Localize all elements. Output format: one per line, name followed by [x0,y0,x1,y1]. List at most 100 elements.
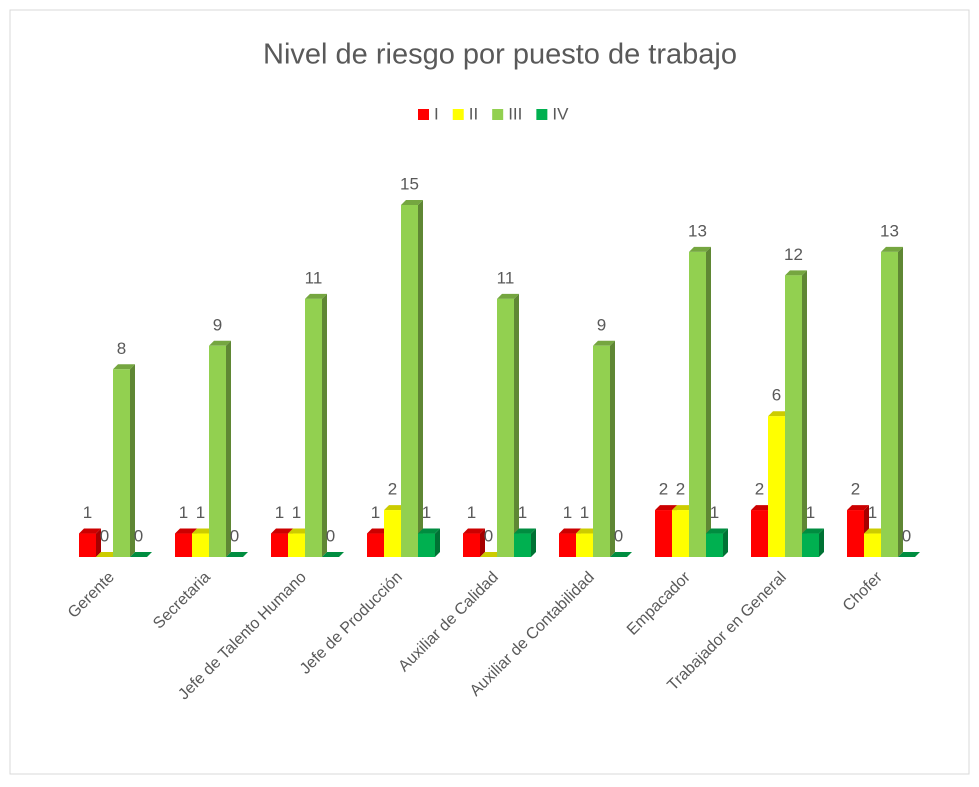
bar-side [610,340,615,557]
bar [576,533,593,557]
data-label: 1 [467,503,476,522]
bar-top [367,528,389,534]
bar-top [847,505,869,511]
bar-top [559,528,581,534]
data-label: 1 [580,503,589,522]
bar [288,533,305,557]
bar-side [418,200,423,557]
bar-top [497,293,519,299]
data-label: 2 [388,480,397,499]
bar [593,345,610,557]
data-label: 0 [134,526,143,545]
bar-top [576,528,598,534]
data-label: 15 [400,174,419,193]
bar-side [322,293,327,557]
bar-top [802,528,824,534]
data-label: 11 [497,268,515,287]
bar [113,369,130,557]
bar-top [322,552,344,557]
data-label: 1 [563,503,572,522]
data-label: 6 [772,386,781,405]
bar-side [802,270,807,557]
bar-top [751,505,773,511]
bar-top [288,528,310,534]
bar-top [384,505,406,511]
data-label: 2 [851,480,860,499]
legend-swatch [418,109,429,120]
bar [514,533,531,557]
data-label: 8 [117,339,126,358]
bar [175,533,192,557]
legend-swatch [492,109,504,120]
data-label: 9 [213,315,222,334]
data-label: 1 [179,503,188,522]
data-label: 12 [784,245,803,264]
data-label: 9 [597,315,606,334]
bar [192,533,209,557]
bar [401,205,418,557]
bar [79,533,96,557]
bar-side [723,528,728,557]
bar-top [305,293,327,299]
legend-label: III [508,104,522,123]
bar-side [130,364,135,557]
bar [689,251,706,557]
bar-side [226,340,231,557]
bar-top [480,552,502,557]
bar-top [175,528,197,534]
data-label: 11 [305,268,323,287]
chart-frame [9,9,970,775]
bar-side [898,246,903,557]
bar-side [706,246,711,557]
bar [881,251,898,557]
data-label: 1 [371,503,380,522]
bar-side [480,528,485,557]
bar-top [113,364,135,370]
bar [655,510,672,557]
data-label: 1 [422,503,431,522]
data-label: 1 [710,503,719,522]
bar-top [881,246,903,252]
legend-swatch [536,109,548,120]
bar [785,275,802,557]
data-label: 0 [902,526,911,545]
bar-top [209,340,231,346]
bar [497,298,514,557]
bar [672,510,689,557]
bar [271,533,288,557]
bar-top [655,505,677,511]
data-label: 1 [275,503,284,522]
bar [305,298,322,557]
bar [847,510,864,557]
data-label: 2 [676,480,685,499]
bar [209,345,226,557]
bar [559,533,576,557]
data-label: 1 [83,503,92,522]
bar-top [610,552,632,557]
legend-label: I [434,104,439,123]
data-label: 0 [100,526,109,545]
legend-label: II [469,104,478,123]
bar-top [514,528,536,534]
data-label: 2 [755,480,764,499]
bar-top [192,528,214,534]
bar-side [514,293,519,557]
data-label: 1 [806,503,815,522]
data-label: 1 [868,503,877,522]
bar-top [706,528,728,534]
bar-side [819,528,824,557]
legend: I II III IV [418,104,569,123]
data-label: 0 [484,526,493,545]
bar-top [785,270,807,276]
bar [802,533,819,557]
bar-top [96,552,118,557]
bar [384,510,401,557]
bar-top [271,528,293,534]
data-label: 1 [518,503,527,522]
data-label: 13 [688,221,707,240]
data-label: 1 [196,503,205,522]
chart-title: Nivel de riesgo por puesto de trabajo [263,39,737,71]
bar-top [418,528,440,534]
data-label: 0 [326,526,335,545]
bar-top [864,528,886,534]
